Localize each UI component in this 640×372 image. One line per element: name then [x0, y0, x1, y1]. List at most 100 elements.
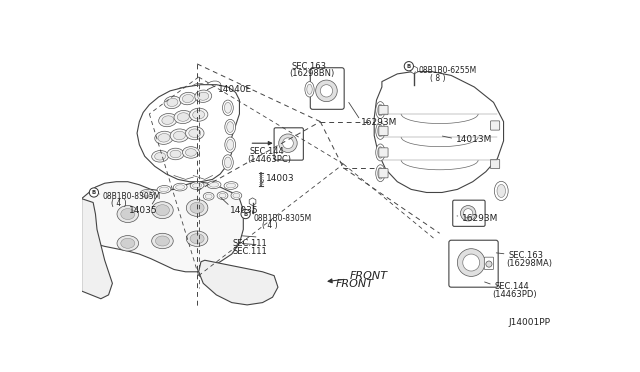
Circle shape	[463, 254, 480, 271]
Text: SEC.144: SEC.144	[494, 282, 529, 291]
Polygon shape	[82, 199, 113, 299]
Text: ( 4 ): ( 4 )	[111, 199, 127, 208]
Ellipse shape	[198, 100, 213, 111]
Polygon shape	[137, 85, 239, 182]
Ellipse shape	[213, 97, 228, 108]
FancyBboxPatch shape	[379, 148, 388, 157]
Text: 16293M: 16293M	[462, 214, 499, 223]
Ellipse shape	[174, 110, 193, 124]
Text: SEC.163: SEC.163	[292, 62, 327, 71]
Ellipse shape	[189, 108, 208, 121]
Ellipse shape	[224, 182, 238, 189]
Text: SEC.163: SEC.163	[508, 251, 543, 260]
Ellipse shape	[159, 187, 168, 192]
Ellipse shape	[497, 185, 506, 198]
Text: 08B1B0-6255M: 08B1B0-6255M	[418, 66, 476, 75]
Ellipse shape	[175, 185, 185, 189]
Ellipse shape	[173, 183, 187, 191]
Ellipse shape	[200, 112, 213, 121]
Ellipse shape	[186, 231, 208, 246]
Circle shape	[316, 80, 337, 102]
FancyBboxPatch shape	[310, 68, 344, 109]
Text: 14003: 14003	[266, 174, 295, 183]
Ellipse shape	[193, 110, 205, 119]
Text: (14463PD): (14463PD)	[492, 289, 536, 298]
Ellipse shape	[223, 155, 234, 170]
Ellipse shape	[117, 235, 139, 251]
FancyBboxPatch shape	[379, 106, 388, 115]
Ellipse shape	[186, 149, 196, 156]
Ellipse shape	[227, 183, 236, 188]
Ellipse shape	[175, 87, 190, 97]
Ellipse shape	[168, 107, 183, 118]
Text: 14040E: 14040E	[218, 85, 252, 94]
Circle shape	[404, 62, 413, 71]
Ellipse shape	[307, 84, 312, 94]
Ellipse shape	[225, 119, 236, 135]
Text: (16298MA): (16298MA)	[506, 259, 552, 268]
Ellipse shape	[164, 96, 181, 109]
Ellipse shape	[227, 122, 234, 132]
Ellipse shape	[376, 165, 385, 182]
Circle shape	[458, 249, 485, 276]
Ellipse shape	[157, 186, 171, 193]
Circle shape	[486, 261, 492, 267]
Text: SEC.144: SEC.144	[250, 147, 284, 156]
Ellipse shape	[219, 193, 226, 198]
Ellipse shape	[155, 131, 173, 144]
FancyBboxPatch shape	[490, 121, 500, 130]
FancyBboxPatch shape	[452, 200, 485, 226]
Ellipse shape	[156, 236, 170, 246]
FancyBboxPatch shape	[379, 126, 388, 135]
Ellipse shape	[223, 100, 234, 115]
Ellipse shape	[378, 167, 383, 179]
Ellipse shape	[155, 153, 166, 160]
Text: B: B	[92, 190, 96, 195]
Text: 08B1B0-8305M: 08B1B0-8305M	[253, 214, 312, 223]
Text: 14035: 14035	[230, 206, 259, 215]
Ellipse shape	[170, 129, 189, 142]
Text: J14001PP: J14001PP	[508, 318, 550, 327]
Ellipse shape	[305, 81, 314, 97]
Ellipse shape	[378, 104, 383, 116]
Text: 14013M: 14013M	[456, 135, 492, 144]
Text: B: B	[243, 212, 248, 217]
Ellipse shape	[195, 90, 212, 102]
Polygon shape	[198, 260, 278, 305]
Ellipse shape	[186, 199, 208, 217]
Ellipse shape	[227, 140, 234, 150]
Ellipse shape	[209, 182, 219, 187]
Text: SEC.111: SEC.111	[232, 240, 268, 248]
Ellipse shape	[190, 83, 205, 94]
Ellipse shape	[170, 118, 183, 128]
Ellipse shape	[190, 202, 204, 214]
Ellipse shape	[167, 148, 184, 160]
Circle shape	[90, 188, 99, 197]
Ellipse shape	[152, 151, 168, 162]
Ellipse shape	[376, 102, 385, 119]
Ellipse shape	[205, 81, 221, 92]
Ellipse shape	[207, 181, 221, 189]
Text: ( 4 ): ( 4 )	[262, 221, 277, 230]
Text: 08B1B0-8305M: 08B1B0-8305M	[102, 192, 161, 202]
Ellipse shape	[190, 234, 204, 244]
Ellipse shape	[160, 93, 175, 104]
Ellipse shape	[170, 150, 181, 158]
Text: ( 8 ): ( 8 )	[431, 74, 446, 83]
Circle shape	[460, 206, 476, 221]
Ellipse shape	[186, 126, 204, 140]
Ellipse shape	[225, 102, 232, 113]
Ellipse shape	[167, 98, 178, 106]
FancyBboxPatch shape	[379, 169, 388, 178]
Ellipse shape	[152, 202, 173, 219]
Circle shape	[241, 209, 250, 219]
Ellipse shape	[217, 192, 228, 199]
Ellipse shape	[156, 205, 170, 216]
Ellipse shape	[225, 137, 236, 153]
Ellipse shape	[173, 131, 186, 140]
Ellipse shape	[159, 113, 177, 127]
Ellipse shape	[121, 209, 135, 219]
Ellipse shape	[376, 144, 385, 161]
Ellipse shape	[494, 181, 508, 201]
Ellipse shape	[143, 191, 152, 196]
